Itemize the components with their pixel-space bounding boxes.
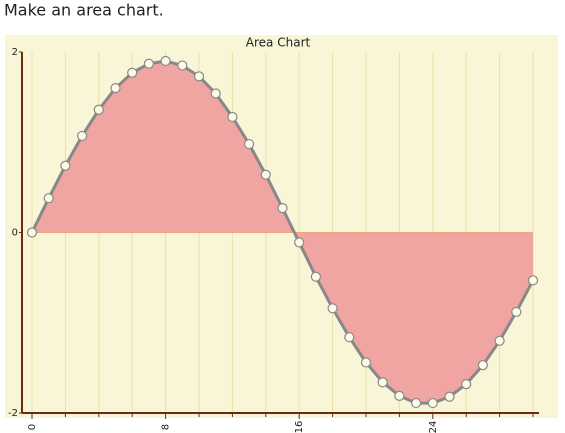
marker [411, 397, 422, 409]
y-tick-label: 0 [12, 228, 18, 239]
marker [294, 237, 305, 248]
marker [110, 82, 121, 94]
marker [461, 379, 472, 390]
marker [227, 111, 238, 123]
marker [377, 377, 388, 388]
chart-title: Area Chart [246, 36, 311, 50]
marker [43, 193, 54, 204]
prompt-text: Make an area chart. [4, 1, 164, 20]
marker [344, 332, 355, 343]
marker [143, 58, 154, 69]
x-tick-label: 16 [294, 421, 305, 433]
marker [511, 306, 522, 318]
marker [444, 391, 455, 402]
x-tick-label: 0 [27, 424, 38, 430]
marker [277, 203, 288, 214]
marker [76, 130, 88, 142]
marker [93, 104, 104, 115]
marker [527, 275, 539, 286]
marker [244, 138, 255, 150]
y-tick-label: -2 [8, 408, 18, 419]
marker [360, 357, 372, 368]
marker [310, 271, 321, 282]
x-tick-label: 8 [161, 424, 172, 430]
marker [193, 71, 205, 82]
marker [260, 169, 271, 180]
marker [210, 88, 221, 99]
marker [427, 397, 438, 409]
marker [327, 303, 338, 314]
y-tick-label: 2 [12, 47, 18, 58]
marker [60, 160, 71, 171]
marker [177, 60, 188, 71]
marker [160, 55, 171, 67]
marker [494, 335, 505, 346]
marker [394, 390, 405, 401]
marker [26, 227, 38, 238]
x-tick-label: 24 [428, 421, 439, 433]
marker [477, 360, 488, 371]
marker [127, 67, 138, 78]
